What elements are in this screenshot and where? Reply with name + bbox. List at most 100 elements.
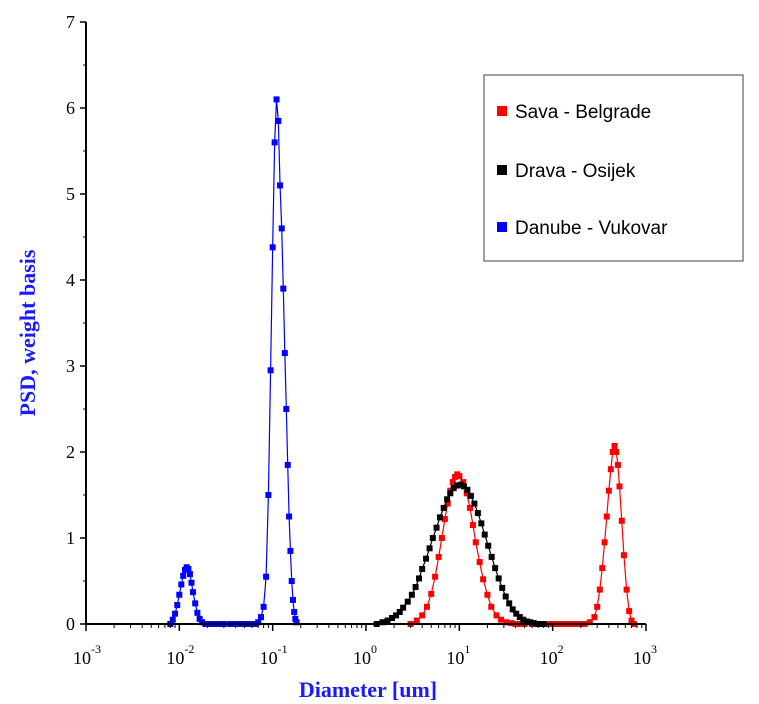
data-point	[255, 619, 262, 626]
data-point	[447, 490, 454, 497]
data-point	[396, 608, 403, 615]
data-point	[169, 616, 176, 623]
data-point	[474, 510, 481, 517]
data-point	[286, 513, 293, 520]
series-2	[167, 96, 300, 627]
data-point	[460, 483, 467, 490]
data-point	[614, 461, 621, 468]
data-point	[513, 610, 520, 617]
data-point	[273, 96, 280, 103]
data-point	[258, 614, 265, 621]
data-point	[613, 449, 620, 455]
axes	[80, 21, 647, 631]
data-point	[464, 486, 471, 493]
series-line	[376, 484, 544, 625]
data-point	[292, 615, 299, 622]
data-point	[271, 139, 278, 146]
data-point	[594, 603, 601, 610]
data-point	[291, 608, 298, 615]
data-point	[471, 500, 478, 507]
x-tick-label: 10 -2	[166, 642, 194, 668]
data-point	[275, 117, 282, 124]
data-point	[450, 485, 457, 492]
data-point	[419, 565, 426, 572]
data-point	[404, 598, 411, 605]
data-point	[488, 553, 495, 560]
data-point	[609, 449, 616, 455]
legend-marker-sava	[497, 106, 507, 116]
x-tick-exponent: -3	[91, 642, 101, 656]
data-point	[287, 547, 294, 554]
data-point	[620, 552, 627, 559]
x-tick-exponent: 2	[558, 642, 564, 656]
data-point	[618, 517, 625, 524]
legend-label-danube: Danube - Vukovar	[515, 218, 668, 239]
data-point	[466, 504, 473, 511]
y-tick-label: 0	[66, 614, 75, 634]
data-point	[432, 573, 439, 580]
data-point	[192, 600, 199, 607]
data-point	[379, 619, 386, 626]
data-point	[506, 600, 513, 607]
data-point	[408, 591, 415, 598]
x-tick-label: 10 -3	[73, 642, 101, 668]
data-point	[626, 608, 633, 615]
data-point	[449, 479, 456, 486]
data-point	[180, 572, 187, 579]
y-tick-label: 5	[66, 184, 75, 204]
data-point	[280, 285, 287, 292]
data-point	[502, 593, 509, 600]
data-point	[440, 504, 447, 511]
data-point	[393, 612, 400, 619]
x-tick-label: 10 0	[353, 642, 377, 668]
series-0	[407, 442, 637, 627]
data-point	[527, 619, 534, 626]
x-tick-exponent: -2	[184, 642, 194, 656]
data-point	[520, 616, 527, 623]
y-tick-label: 3	[66, 356, 75, 376]
data-point	[467, 492, 474, 499]
data-point	[472, 539, 479, 546]
y-tick-label: 1	[66, 528, 75, 548]
data-point	[469, 522, 476, 529]
x-tick-label: 10 1	[446, 642, 470, 668]
data-point	[289, 596, 296, 603]
data-point	[186, 571, 193, 578]
data-point	[586, 619, 593, 626]
data-point	[413, 617, 420, 624]
data-point	[457, 481, 464, 488]
x-tick-base: 10	[260, 648, 278, 668]
x-tick-base: 10	[633, 648, 651, 668]
data-point	[488, 603, 495, 610]
data-point	[484, 591, 491, 598]
x-tick-label: 10 3	[633, 642, 657, 668]
data-point	[426, 545, 433, 552]
data-point	[435, 553, 442, 560]
data-point	[423, 555, 430, 562]
legend-marker-drava	[497, 165, 507, 175]
legend-label-drava: Drava - Osijek	[515, 161, 636, 182]
data-point	[277, 182, 284, 189]
data-point	[478, 520, 485, 527]
y-tick-label: 6	[66, 98, 75, 118]
data-point	[596, 586, 603, 593]
data-point	[189, 589, 196, 596]
data-point	[523, 618, 530, 625]
x-tick-exponent: 0	[371, 642, 377, 656]
data-point	[263, 573, 270, 580]
data-point	[485, 542, 492, 549]
y-tick-label: 7	[66, 12, 75, 32]
data-point	[176, 591, 183, 598]
data-point	[498, 616, 505, 623]
data-point	[265, 492, 272, 498]
data-point	[419, 612, 426, 619]
data-point	[463, 490, 470, 497]
data-point	[428, 590, 435, 597]
data-point	[400, 604, 407, 611]
data-point	[509, 606, 516, 613]
data-point	[196, 615, 203, 622]
data-point	[260, 603, 267, 610]
data-point	[178, 581, 185, 588]
x-axis-title: Diameter [um]	[299, 677, 437, 702]
data-point	[492, 565, 499, 572]
